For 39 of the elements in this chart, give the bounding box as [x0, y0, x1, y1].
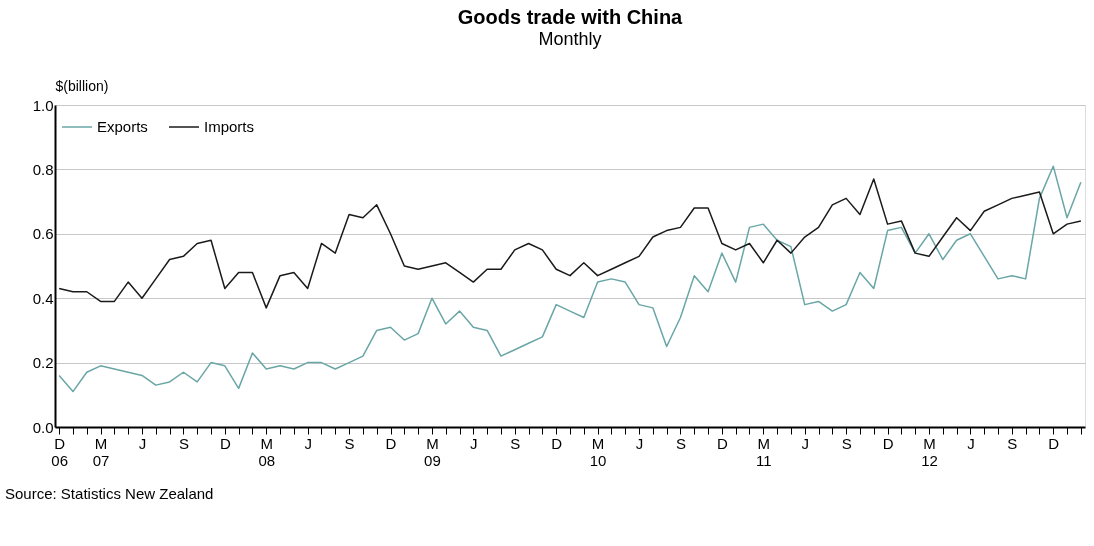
x-tick-label: J	[138, 434, 147, 452]
x-tick-label: M 08	[258, 434, 276, 469]
x-tick-label: M 12	[921, 434, 938, 469]
legend-label: Imports	[204, 118, 255, 135]
x-tick-label: D 06	[51, 434, 68, 469]
source-note: Source: Statistics New Zealand	[5, 485, 214, 502]
x-tick-label: S	[841, 434, 852, 452]
x-tick-label: D	[551, 434, 563, 452]
y-tick-label: 0.8	[32, 160, 54, 178]
chart-title: Goods trade with China	[457, 6, 684, 28]
x-tick-label: D	[1048, 434, 1060, 452]
x-tick-label: M 09	[424, 434, 441, 469]
legend-label: Exports	[97, 118, 148, 135]
x-tick-label: M 07	[92, 434, 110, 469]
chart-subtitle: Monthly	[538, 29, 602, 49]
x-tick-label: D	[385, 434, 397, 452]
x-tick-label: S	[178, 434, 189, 452]
y-tick-label: 0.2	[32, 354, 54, 372]
x-tick-label: S	[510, 434, 521, 452]
y-tick-label: 0.6	[32, 225, 54, 243]
x-tick-label: J	[304, 434, 312, 452]
x-tick-label: J	[470, 434, 478, 452]
x-tick-label: D	[882, 434, 894, 452]
y-tick-label: 1.0	[32, 96, 54, 114]
line-series	[58, 178, 1082, 309]
x-tick-label: S	[675, 434, 686, 452]
x-tick-label: S	[344, 434, 355, 452]
x-tick-label: S	[1007, 434, 1018, 452]
y-tick-label: 0.0	[32, 418, 54, 436]
x-tick-label: J	[967, 434, 975, 452]
y-axis-title: $(billion)	[55, 77, 109, 94]
x-tick-label: M 11	[756, 434, 772, 469]
x-tick-label: J	[801, 434, 809, 452]
x-tick-label: D	[219, 434, 231, 452]
y-tick-label: 0.4	[32, 289, 54, 307]
x-tick-label: M 10	[589, 434, 607, 469]
x-tick-label: J	[635, 434, 644, 452]
x-tick-label: D	[716, 434, 728, 452]
line-series	[58, 165, 1082, 393]
